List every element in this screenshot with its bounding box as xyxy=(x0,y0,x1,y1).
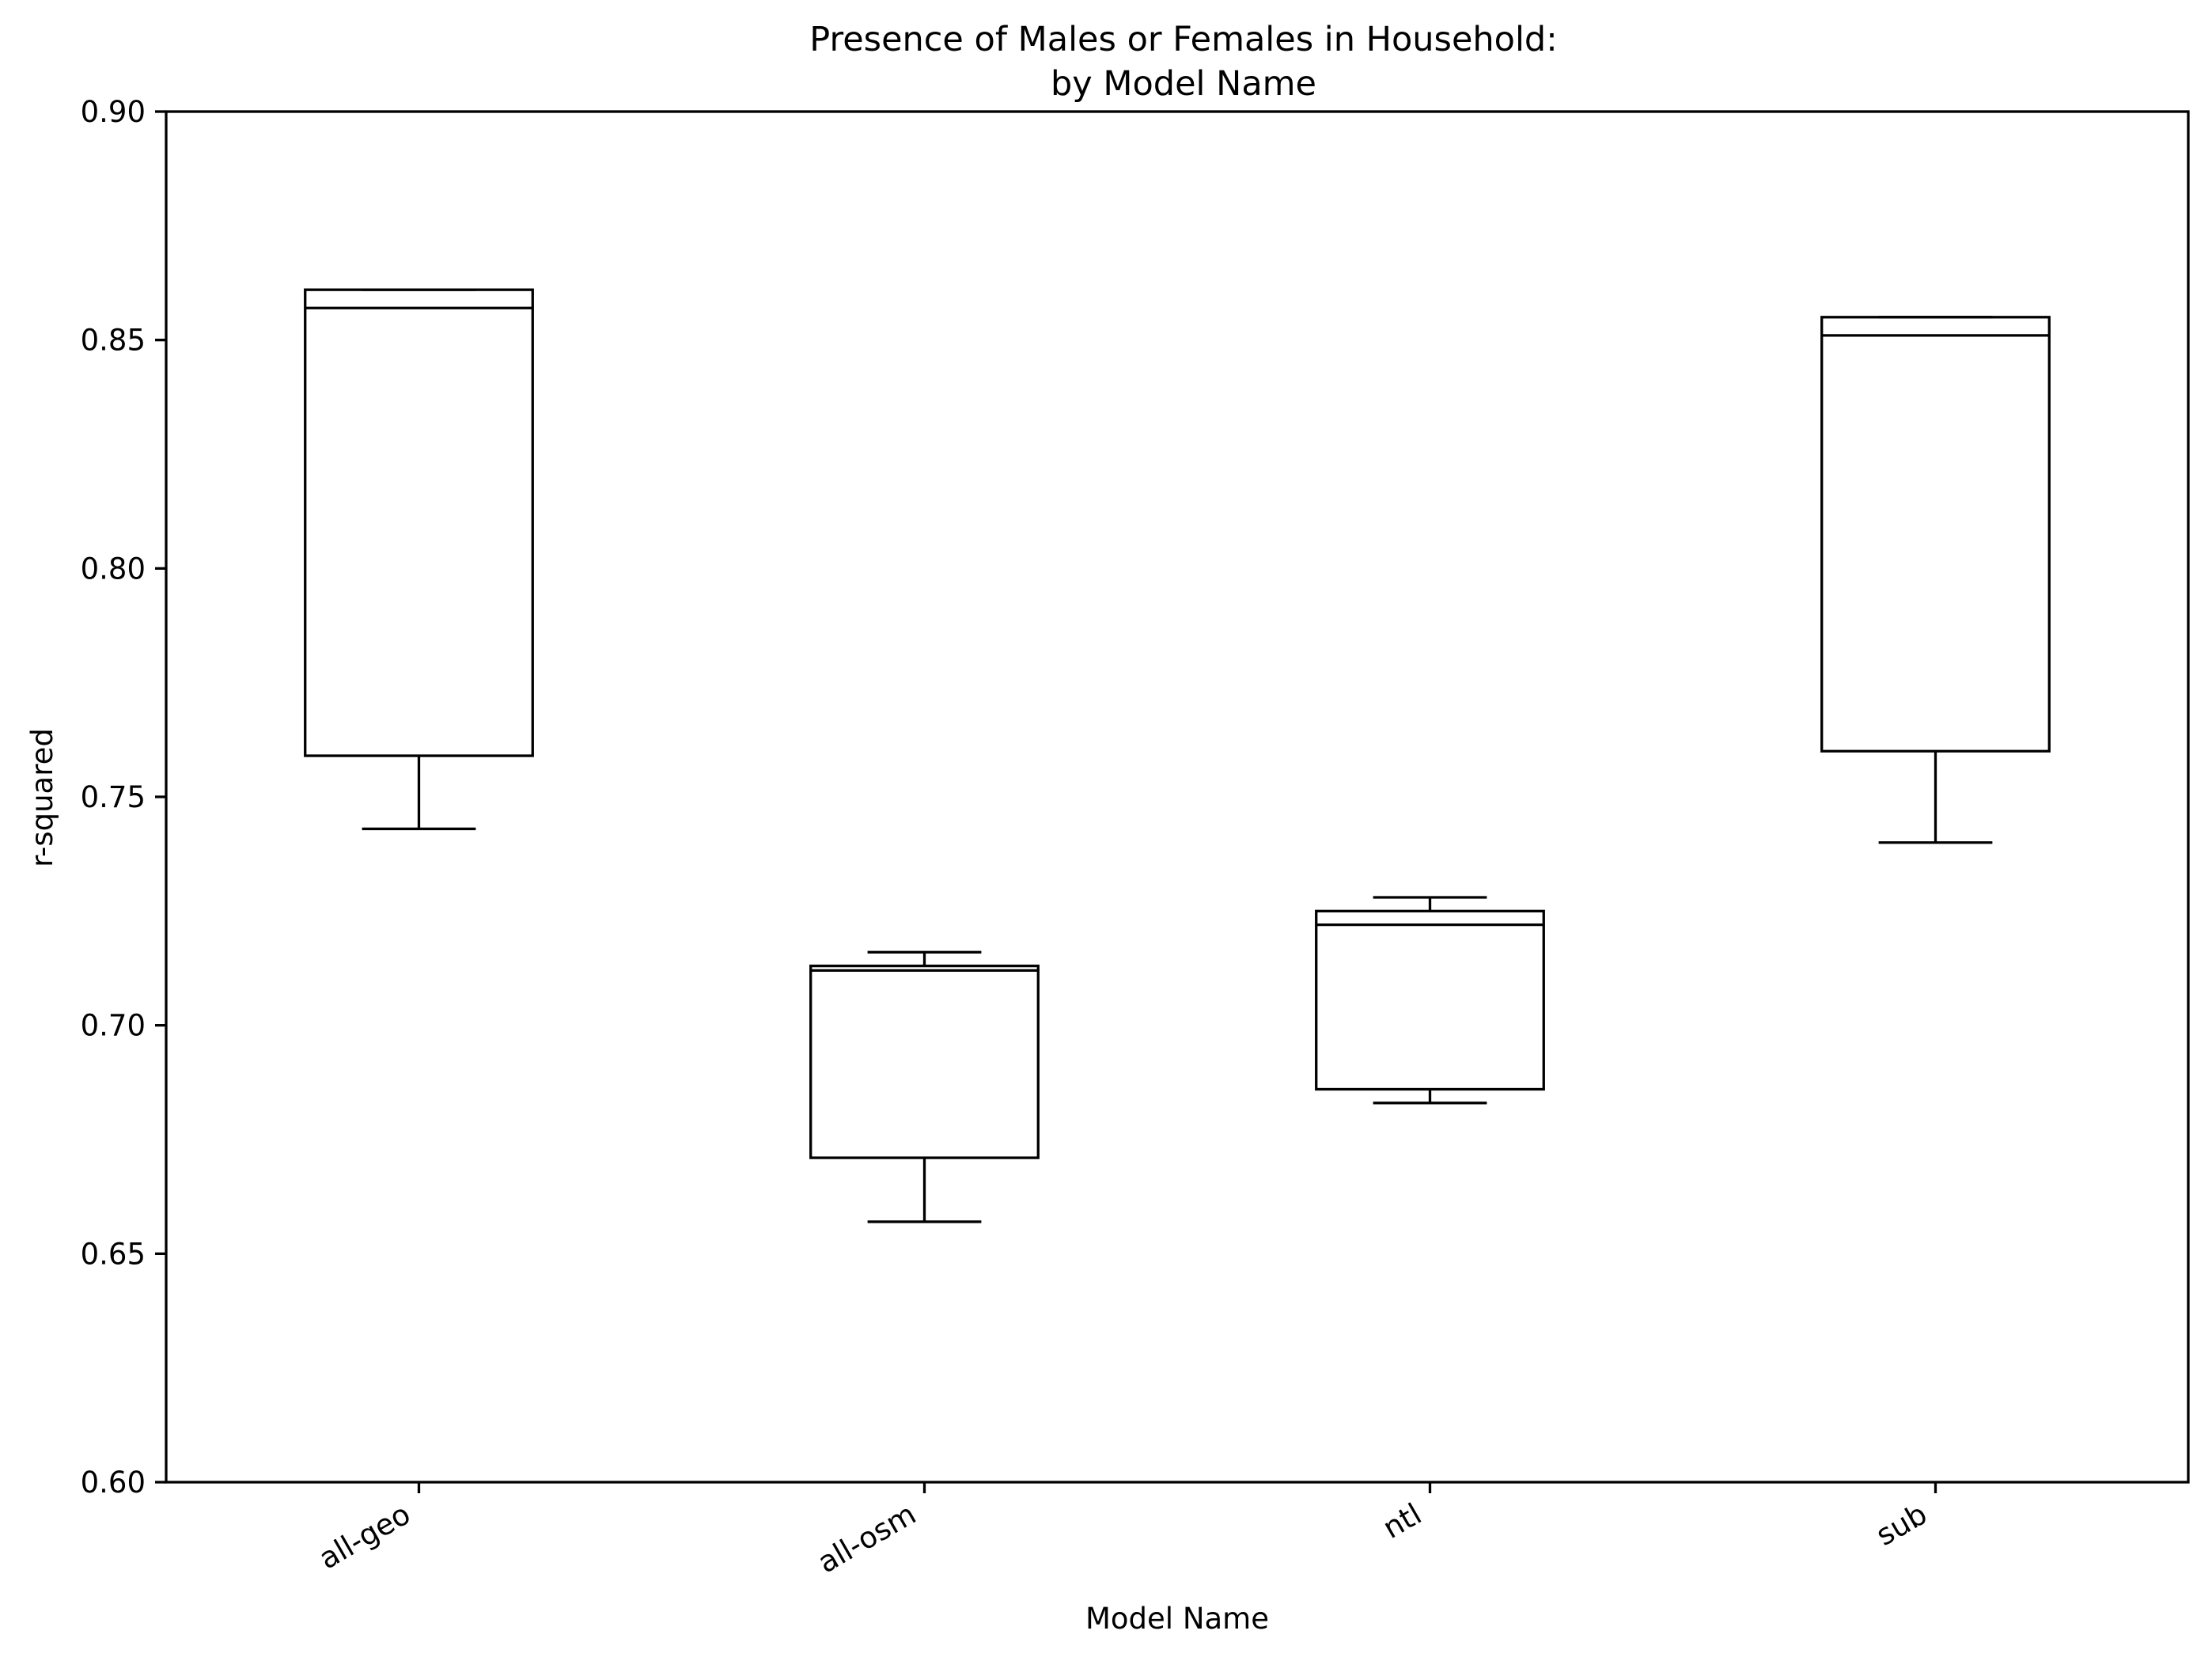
box-ntl xyxy=(1315,896,1545,1105)
plot-area xyxy=(165,110,2190,1484)
box-all-geo xyxy=(304,288,534,831)
y-tick-label: 0.85 xyxy=(81,324,146,358)
iqr-box xyxy=(304,288,534,757)
y-tick-label: 0.75 xyxy=(81,780,146,814)
y-axis-label: r-squared xyxy=(25,728,59,867)
iqr-box xyxy=(1315,909,1545,1091)
box-sub xyxy=(1820,316,2051,844)
x-axis-label: Model Name xyxy=(1085,1602,1269,1636)
y-tick-label: 0.80 xyxy=(81,552,146,586)
chart-title-line-2: by Model Name xyxy=(1051,64,1316,104)
y-tick-label: 0.90 xyxy=(81,95,146,129)
y-tick-label: 0.60 xyxy=(81,1466,146,1500)
y-tick-label: 0.70 xyxy=(81,1009,146,1043)
iqr-box xyxy=(1820,316,2051,753)
box-all-osm xyxy=(809,950,1040,1223)
y-tick-label: 0.65 xyxy=(81,1237,146,1271)
chart-title-line-1: Presence of Males or Females in Househol… xyxy=(809,20,1557,59)
y-axis: 0.60 0.65 0.70 0.75 0.80 0.85 0.90 xyxy=(81,95,166,1500)
iqr-box xyxy=(809,964,1040,1159)
